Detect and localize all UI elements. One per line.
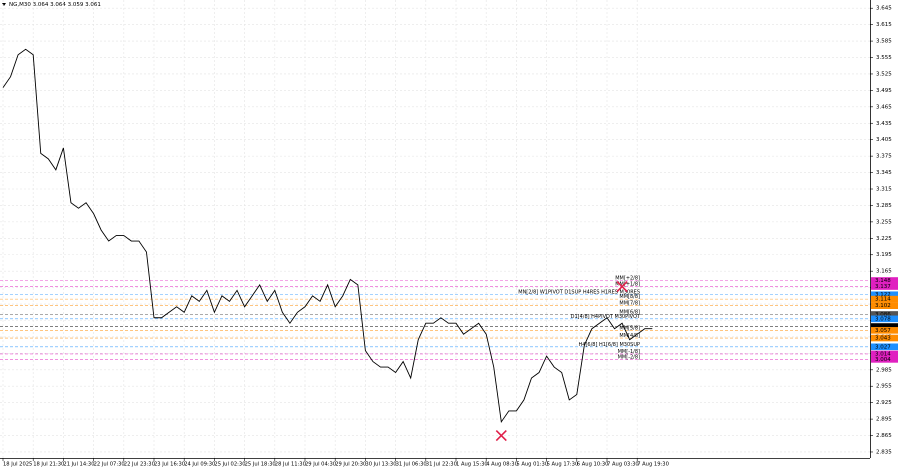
level-price-label: 3.114 <box>875 297 891 303</box>
y-tick-label: 3.495 <box>876 88 892 94</box>
level-price-box <box>871 323 898 330</box>
level-price-label: 3.057 <box>875 328 891 334</box>
x-tick-label: 7 Aug 03:30 <box>607 462 639 468</box>
x-tick-label: 22 Jul 23:30 <box>124 462 155 468</box>
cross-marker <box>616 280 628 293</box>
x-tick-label: 25 Jul 02:30 <box>214 462 245 468</box>
level-price-box <box>871 311 898 318</box>
y-tick-label: 3.615 <box>876 22 892 28</box>
level-price-label: 3.102 <box>875 303 891 309</box>
level-price-box <box>871 291 898 299</box>
y-tick-label: 2.985 <box>876 367 892 373</box>
level-price-box <box>871 277 898 284</box>
y-tick-label: 3.195 <box>876 252 892 258</box>
level-label: MM[8/8] <box>619 294 640 300</box>
y-tick-label: 2.895 <box>876 417 892 423</box>
x-tick-label: 1 Aug 15:30 <box>456 462 488 468</box>
level-label: D1[4/8] H4PIVOT M30PIVOT <box>571 314 641 320</box>
x-tick-label: 7 Aug 19:30 <box>637 462 669 468</box>
y-tick-label: 2.835 <box>876 449 892 455</box>
symbol-arrow <box>2 3 6 6</box>
y-tick-label: 3.255 <box>876 219 892 225</box>
level-price-label: 3.043 <box>875 336 891 342</box>
level-price-label: 3.078 <box>875 316 891 322</box>
price-line <box>2 48 653 424</box>
level-price-label: 3.148 <box>875 278 891 284</box>
y-tick-label: 3.555 <box>876 55 892 61</box>
x-tick-label: 22 Jul 07:30 <box>94 462 125 468</box>
x-tick-label: 29 Jul 20:30 <box>335 462 366 468</box>
chart-title: NG,M30 3.064 3.064 3.059 3.061 <box>9 2 101 8</box>
y-tick-label: 3.165 <box>876 269 892 275</box>
x-tick-label: 28 Jul 11:30 <box>275 462 306 468</box>
level-price-label: 3.014 <box>875 351 891 357</box>
level-price-box <box>871 302 898 309</box>
y-tick-label: 3.465 <box>876 104 892 110</box>
level-price-label: 3.137 <box>875 284 891 290</box>
level-label: MM[6/8] <box>619 309 640 315</box>
level-price-box <box>871 283 898 290</box>
y-tick-label: 2.925 <box>876 400 892 406</box>
level-price-box <box>871 334 898 342</box>
y-tick-label: 3.285 <box>876 203 892 209</box>
x-tick-label: 31 Jul 06:30 <box>396 462 427 468</box>
level-price-box <box>871 295 898 303</box>
x-tick-label: 29 Jul 04:30 <box>305 462 336 468</box>
level-price-box <box>871 343 898 351</box>
level-price-box <box>871 327 898 334</box>
level-label: MM[-2/8] <box>618 354 640 360</box>
level-price-label: 3.064 <box>875 324 891 330</box>
x-tick-label: 25 Jul 18:30 <box>245 462 276 468</box>
x-tick-label: 30 Jul 13:30 <box>365 462 396 468</box>
level-price-label: 3.122 <box>875 292 891 298</box>
x-tick-label: 5 Aug 01:30 <box>516 462 548 468</box>
level-label: MM[4/8] <box>619 333 640 339</box>
y-tick-label: 3.315 <box>876 187 892 193</box>
level-price-box <box>871 315 898 323</box>
x-tick-label: 5 Aug 17:30 <box>547 462 579 468</box>
x-tick-label: 31 Jul 22:30 <box>426 462 457 468</box>
level-price-box <box>871 356 898 363</box>
level-label: MN[2/8] W1PIVOT D1SUP H4RES H1RES M30RES <box>518 290 640 296</box>
y-tick-label: 2.865 <box>876 433 892 439</box>
x-tick-label: 18 Jul 2025 <box>3 462 32 468</box>
x-tick-label: 21 Jul 14:30 <box>63 462 94 468</box>
y-tick-label: 3.225 <box>876 236 892 242</box>
level-price-label: 3.027 <box>875 344 891 350</box>
y-tick-label: 3.435 <box>876 121 892 127</box>
cross-marker <box>495 429 507 442</box>
y-tick-label: 3.525 <box>876 71 892 77</box>
x-tick-label: 24 Jul 09:30 <box>184 462 215 468</box>
y-tick-label: 3.405 <box>876 137 892 143</box>
y-tick-label: 3.585 <box>876 39 892 45</box>
y-tick-label: 3.345 <box>876 170 892 176</box>
x-tick-label: 6 Aug 10:30 <box>577 462 609 468</box>
y-tick-label: 2.955 <box>876 384 892 390</box>
level-price-box <box>871 350 898 358</box>
level-label: MM[5/8] <box>619 325 640 331</box>
level-price-label: 3.004 <box>875 357 891 363</box>
x-tick-label: 18 Jul 21:30 <box>33 462 64 468</box>
level-label: MM[7/8] <box>619 301 640 307</box>
level-label: H4[6/8] H1[6/8] M30SUP <box>579 342 640 348</box>
level-label: MM[-1/8] <box>618 349 640 355</box>
x-tick-label: 4 Aug 08:30 <box>486 462 518 468</box>
y-tick-label: 3.645 <box>876 6 892 12</box>
x-tick-label: 23 Jul 16:30 <box>154 462 185 468</box>
y-tick-label: 3.375 <box>876 154 892 160</box>
level-label: MM[+1/8] <box>615 282 640 288</box>
level-label: MM[+2/8] <box>615 275 640 281</box>
level-price-label: 3.086 <box>875 312 891 318</box>
